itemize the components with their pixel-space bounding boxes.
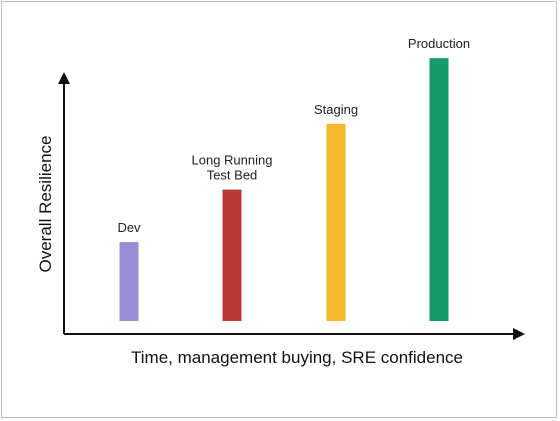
bar-0 bbox=[119, 242, 139, 321]
bar-label-2-line-0: Staging bbox=[314, 102, 358, 117]
x-axis-arrow bbox=[513, 328, 525, 340]
bar-3 bbox=[429, 58, 449, 322]
y-axis-title: Overall Resilience bbox=[36, 136, 55, 273]
axes bbox=[58, 72, 525, 340]
bar-label-0-line-0: Dev bbox=[117, 220, 141, 235]
bar-label-1-line-0: Long Running bbox=[192, 153, 273, 168]
bar-1 bbox=[222, 189, 242, 321]
x-axis-title: Time, management buying, SRE confidence bbox=[131, 348, 463, 367]
bar-label-1-line-1: Test Bed bbox=[207, 168, 258, 183]
y-axis-arrow bbox=[58, 72, 70, 84]
bar-2 bbox=[326, 123, 346, 321]
bar-label-3-line-0: Production bbox=[408, 36, 470, 51]
bars bbox=[119, 58, 449, 322]
